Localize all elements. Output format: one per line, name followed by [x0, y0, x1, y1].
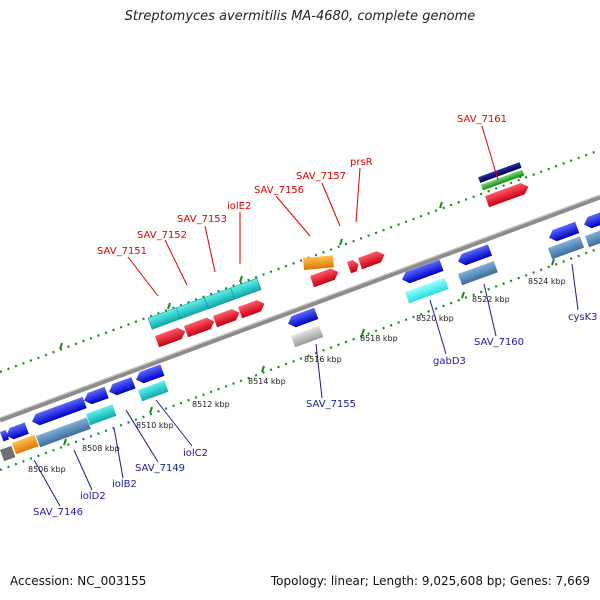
kbp-labels: 8506 kbp 8508 kbp 8510 kbp 8512 kbp 8514…: [28, 277, 566, 474]
gene-SAV_7146[interactable]: [12, 434, 39, 455]
gene-SAV_7151[interactable]: [155, 326, 187, 348]
gene-SAV_7156-red[interactable]: [310, 266, 340, 288]
gene-cysK3-blue2[interactable]: [582, 208, 600, 231]
gene-iolD2[interactable]: [36, 417, 91, 448]
gene-SAV_7149-blue[interactable]: [107, 377, 136, 397]
tick-label: 8522 kbp: [472, 295, 510, 304]
tick-label: 8508 kbp: [82, 444, 120, 453]
leader-lines: [127, 125, 499, 297]
gene-SAV_7155-gray[interactable]: [291, 325, 324, 348]
gene-SAV_7160-blue[interactable]: [456, 244, 493, 267]
gene-SAV_7157[interactable]: [347, 259, 361, 274]
label-SAV_7160[interactable]: SAV_7160: [474, 337, 524, 348]
label-prsR[interactable]: prsR: [350, 157, 373, 168]
tick-label: 8524 kbp: [528, 277, 566, 286]
tick-label: 8518 kbp: [360, 334, 398, 343]
gene-SAV_7152[interactable]: [184, 316, 216, 338]
lower-dotted-guide: [0, 246, 600, 472]
label-SAV_7151[interactable]: SAV_7151: [97, 246, 147, 257]
gene-SAV_7156[interactable]: [303, 255, 334, 270]
gene-iolD2-blue[interactable]: [30, 396, 87, 427]
tick-marks: [59, 171, 555, 446]
accession-text: Accession: NC_003155: [10, 574, 147, 588]
gene-cysK3-steel2[interactable]: [585, 225, 600, 248]
tick-label: 8516 kbp: [304, 355, 342, 364]
gene-prsR[interactable]: [358, 249, 387, 270]
label-SAV_7156[interactable]: SAV_7156: [254, 185, 304, 196]
map-title: Streptomyces avermitilis MA-4680, comple…: [124, 9, 476, 24]
label-SAV_7161[interactable]: SAV_7161: [457, 114, 507, 125]
gene-gabD3-blue[interactable]: [400, 259, 444, 286]
tick-label: 8506 kbp: [28, 465, 66, 474]
leader-lines-blue: [33, 263, 579, 507]
label-iolD2[interactable]: iolD2: [80, 491, 106, 502]
label-SAV_7146[interactable]: SAV_7146: [33, 507, 83, 518]
genome-summary-text: Topology: linear; Length: 9,025,608 bp; …: [270, 574, 590, 588]
gene-SAV_7153[interactable]: [213, 307, 242, 328]
genome-backbone: [0, 194, 600, 423]
gene-SAV_7160[interactable]: [458, 261, 498, 286]
label-cysK3[interactable]: cysK3: [568, 312, 598, 323]
tick-label: 8520 kbp: [416, 314, 454, 323]
gene-SAV_7161[interactable]: [478, 162, 530, 208]
gene-SAV_7155[interactable]: [286, 307, 319, 330]
gene-left-blue[interactable]: [4, 422, 29, 441]
gene-labels[interactable]: SAV_7151 SAV_7152 SAV_7153 iolE2 SAV_715…: [33, 114, 598, 518]
gene-iolE2[interactable]: [238, 298, 267, 319]
label-SAV_7155[interactable]: SAV_7155: [306, 399, 356, 410]
label-SAV_7157[interactable]: SAV_7157: [296, 171, 346, 182]
label-gabD3[interactable]: gabD3: [433, 356, 466, 367]
label-SAV_7149[interactable]: SAV_7149: [135, 463, 185, 474]
gene-left-gray[interactable]: [0, 445, 16, 462]
gene-gabD3[interactable]: [405, 277, 449, 304]
gene-iolC2[interactable]: [138, 380, 169, 402]
gene-cysK3-blue[interactable]: [547, 221, 580, 244]
gene-iolB2-blue[interactable]: [82, 386, 109, 406]
gene-cyan-block[interactable]: [147, 278, 262, 330]
label-iolB2[interactable]: iolB2: [112, 479, 137, 490]
label-SAV_7153[interactable]: SAV_7153: [177, 214, 227, 225]
tick-label: 8510 kbp: [136, 421, 174, 430]
tick-label: 8514 kbp: [248, 377, 286, 386]
label-SAV_7152[interactable]: SAV_7152: [137, 230, 187, 241]
gene-left-edge-blue[interactable]: [0, 429, 10, 442]
gene-cysK3[interactable]: [548, 236, 585, 260]
label-iolC2[interactable]: iolC2: [183, 448, 208, 459]
gene-iolC2-blue[interactable]: [134, 364, 165, 385]
gene-SAV_7149[interactable]: [86, 404, 117, 426]
tick-label: 8512 kbp: [192, 400, 230, 409]
label-iolE2[interactable]: iolE2: [227, 201, 251, 212]
